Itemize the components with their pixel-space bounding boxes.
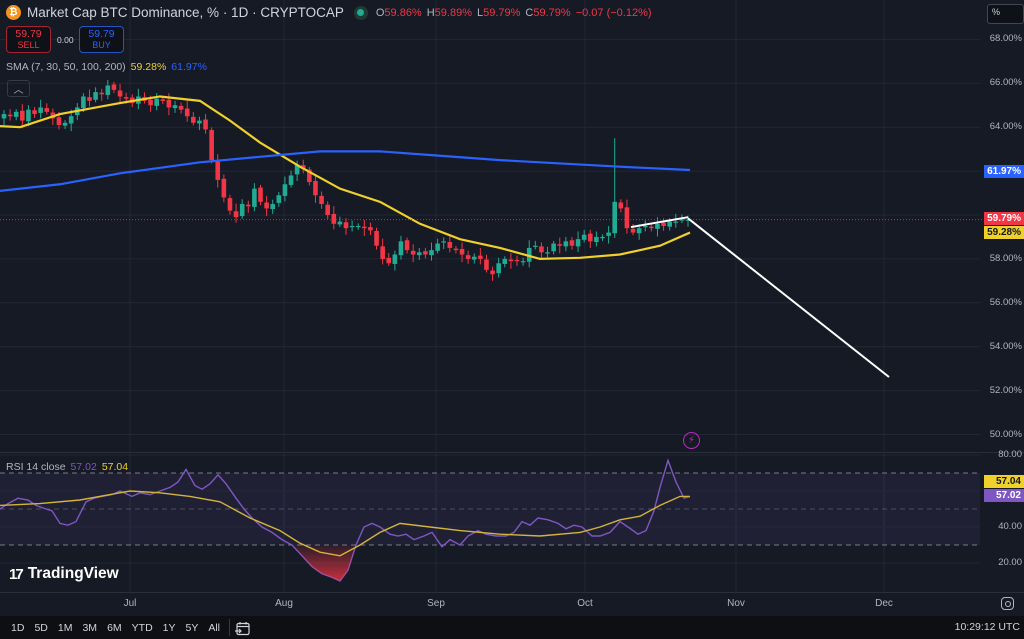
time-label-jul: Jul bbox=[123, 598, 137, 609]
market-open-dot-icon bbox=[353, 5, 368, 20]
range-1d-button[interactable]: 1D bbox=[11, 621, 25, 634]
change-value: −0.07 (−0.12%) bbox=[575, 6, 652, 19]
price-axis-label: 54.00% bbox=[989, 340, 1022, 352]
rsi-value: 57.02 bbox=[70, 461, 97, 473]
sma50-price-tag: 59.28% bbox=[984, 226, 1024, 239]
price-unit-button[interactable]: % bbox=[987, 4, 1024, 24]
rsi-name: RSI 14 close bbox=[6, 461, 66, 473]
symbol-title[interactable]: Market Cap BTC Dominance, % · 1D · CRYPT… bbox=[27, 5, 344, 20]
price-axis-label: 64.00% bbox=[989, 121, 1022, 133]
time-label-dec: Dec bbox=[875, 598, 893, 609]
sma200-price-tag: 61.97% bbox=[984, 165, 1024, 178]
bottom-toolbar: 1D 5D 1M 3M 6M YTD 1Y 5Y All 10:29:12 UT… bbox=[0, 616, 1024, 639]
rsi-axis-label: 20.00 bbox=[998, 557, 1022, 568]
rsi-axis-label: 40.00 bbox=[998, 521, 1022, 532]
lightning-alert-icon[interactable]: ⚡ bbox=[683, 432, 700, 449]
range-6m-button[interactable]: 6M bbox=[107, 621, 122, 634]
price-axis-label: 56.00% bbox=[989, 296, 1022, 308]
range-5y-button[interactable]: 5Y bbox=[185, 621, 199, 634]
price-axis-label: 58.00% bbox=[989, 252, 1022, 264]
rsi-ma-tag: 57.04 bbox=[984, 475, 1024, 488]
tradingview-logo-text: TradingView bbox=[27, 565, 119, 582]
price-axis-label: 50.00% bbox=[989, 428, 1022, 440]
buy-button[interactable]: 59.79 BUY bbox=[79, 26, 124, 53]
go-to-date-calendar-icon[interactable] bbox=[235, 621, 251, 635]
close-value: 59.79% bbox=[533, 6, 571, 19]
low-value: 59.79% bbox=[483, 6, 521, 19]
range-all-button[interactable]: All bbox=[208, 621, 221, 634]
range-5d-button[interactable]: 5D bbox=[34, 621, 48, 634]
chevron-up-icon: ︿ bbox=[13, 85, 24, 96]
tradingview-logo[interactable]: 17 TradingView bbox=[9, 565, 119, 583]
chart-settings-icon[interactable] bbox=[1001, 597, 1014, 610]
spread-value: 0.00 bbox=[57, 34, 74, 45]
time-label-oct: Oct bbox=[577, 598, 593, 609]
toolbar-divider bbox=[229, 619, 231, 636]
range-1m-button[interactable]: 1M bbox=[57, 621, 73, 634]
bitcoin-icon: ₿ bbox=[6, 5, 21, 20]
symbol-legend[interactable]: ₿ Market Cap BTC Dominance, % · 1D · CRY… bbox=[6, 5, 652, 20]
rsi-axis-label: 80.00 bbox=[998, 449, 1022, 460]
high-value: 59.89% bbox=[434, 6, 472, 19]
price-axis-label: 52.00% bbox=[989, 384, 1022, 396]
time-label-aug: Aug bbox=[275, 598, 293, 609]
utc-clock[interactable]: 10:29:12 UTC bbox=[954, 621, 1020, 633]
rsi-value-tag: 57.02 bbox=[984, 489, 1024, 502]
ohlc-values: O59.86% H59.89% L59.79% C59.79% −0.07 (−… bbox=[375, 6, 652, 19]
last-price-tag: 59.79% bbox=[984, 212, 1024, 225]
sma-value-50: 59.28% bbox=[130, 61, 167, 73]
range-3m-button[interactable]: 3M bbox=[82, 621, 98, 634]
range-1y-button[interactable]: 1Y bbox=[162, 621, 176, 634]
rsi-legend[interactable]: RSI 14 close 57.02 57.04 bbox=[6, 461, 128, 473]
rsi-ma-value: 57.04 bbox=[101, 461, 129, 473]
range-ytd-button[interactable]: YTD bbox=[131, 621, 153, 634]
time-axis[interactable]: Jul Aug Sep Oct Nov Dec bbox=[0, 592, 1024, 616]
time-label-sep: Sep bbox=[427, 598, 445, 609]
trade-buttons: 59.79 SELL 0.00 59.79 BUY bbox=[6, 26, 124, 53]
sma-legend[interactable]: SMA (7, 30, 50, 100, 200) 59.28% 61.97% bbox=[6, 61, 207, 73]
time-label-nov: Nov bbox=[727, 598, 745, 609]
sma-name: SMA (7, 30, 50, 100, 200) bbox=[6, 61, 126, 73]
collapse-legend-button[interactable]: ︿ bbox=[7, 80, 30, 97]
price-axis-label: 68.00% bbox=[989, 33, 1022, 45]
price-axis-label: 66.00% bbox=[989, 77, 1022, 89]
sma-value-200: 61.97% bbox=[171, 61, 207, 73]
tradingview-logo-icon: 17 bbox=[9, 565, 24, 583]
sell-button[interactable]: 59.79 SELL bbox=[6, 26, 51, 53]
open-value: 59.86% bbox=[384, 6, 422, 19]
